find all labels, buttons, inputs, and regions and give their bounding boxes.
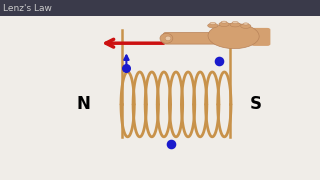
Text: S: S — [250, 95, 262, 113]
FancyBboxPatch shape — [163, 32, 234, 44]
Ellipse shape — [208, 23, 218, 28]
Point — [217, 60, 222, 63]
Ellipse shape — [219, 22, 229, 27]
Text: Lenz's Law: Lenz's Law — [3, 4, 52, 13]
Ellipse shape — [232, 21, 238, 24]
Ellipse shape — [243, 23, 249, 25]
Ellipse shape — [230, 22, 240, 27]
Ellipse shape — [210, 22, 216, 24]
Ellipse shape — [160, 33, 173, 43]
Text: N: N — [76, 95, 90, 113]
Point — [124, 67, 129, 70]
FancyBboxPatch shape — [251, 28, 270, 46]
Point — [169, 143, 174, 145]
Ellipse shape — [208, 23, 259, 49]
Bar — [0, 0, 320, 16]
Ellipse shape — [241, 24, 251, 28]
Ellipse shape — [165, 36, 171, 41]
Ellipse shape — [221, 21, 227, 23]
